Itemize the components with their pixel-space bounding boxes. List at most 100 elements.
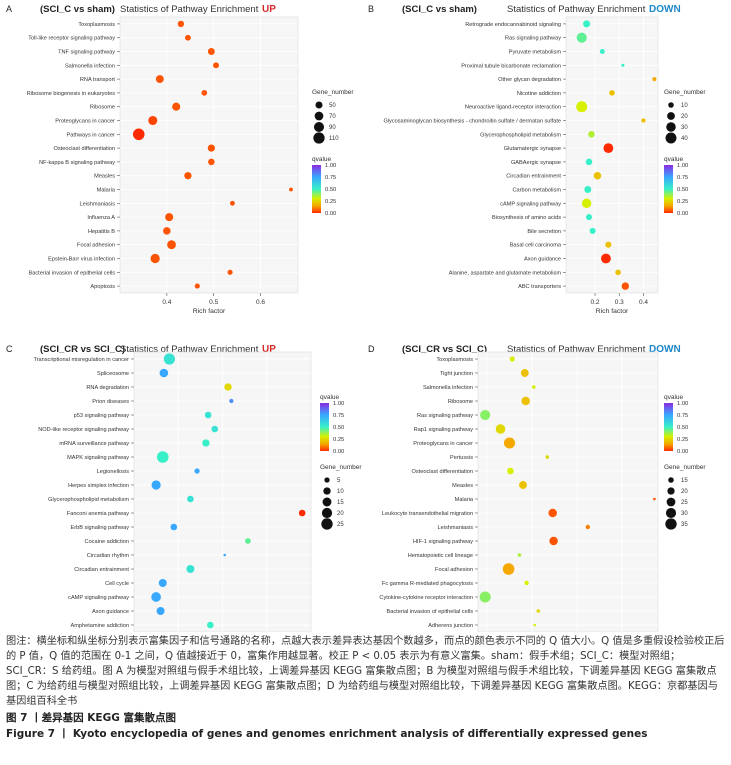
pathway-label: Hematopoietic cell lineage [408, 553, 473, 559]
size-legend-label: 20 [681, 114, 688, 120]
data-point [213, 62, 220, 69]
data-point [621, 63, 625, 67]
data-point [520, 369, 529, 377]
data-point [194, 283, 200, 289]
panel-d: D (SCI_CR vs SCI_C) Statistics of Pathway … [368, 344, 706, 632]
caption-title-en: Figure 7 丨 Kyoto encyclopedia of genes a… [6, 728, 648, 740]
data-point [653, 497, 656, 501]
pathway-label: Ribosome [90, 105, 115, 111]
pathway-label: Leishmaniasis [438, 525, 474, 531]
data-point [589, 227, 596, 234]
qvalue-tick-label: 0.00 [325, 211, 336, 217]
pathway-label: Hepatitis B [88, 229, 115, 235]
pathway-label: Toll-like receptor signaling pathway [28, 36, 115, 42]
size-legend-dot [665, 507, 677, 519]
data-point [605, 241, 612, 248]
x-axis-label: Rich factor [596, 308, 629, 315]
enrichment-figure: A (SCI_C vs sham) Statistics of Pathway En… [6, 4, 706, 632]
data-point [150, 253, 160, 264]
qvalue-tick-label: 1.00 [333, 401, 344, 407]
data-point [641, 118, 646, 123]
pathway-label: Leukocyte transendothelial migration [382, 511, 473, 517]
data-point [156, 451, 169, 463]
qvalue-tick-label: 0.75 [325, 175, 336, 181]
size-legend-title: Gene_number [664, 89, 706, 96]
pathway-label: Measles [452, 483, 473, 489]
qvalue-tick-label: 0.25 [333, 437, 344, 443]
size-legend-label: 50 [329, 103, 336, 109]
data-point [581, 198, 592, 209]
qvalue-legend-title: qvalue [664, 394, 684, 401]
data-point [172, 102, 181, 111]
data-point [524, 580, 529, 586]
data-point [224, 383, 232, 391]
panel-b: B (SCI_C vs sham) Statistics of Pathway En… [368, 4, 706, 315]
pathway-label: Transcriptional misregulation in cancer [33, 357, 129, 363]
size-legend-label: 5 [337, 478, 341, 484]
qvalue-tick-label: 0.25 [677, 437, 688, 443]
size-legend-dot [322, 497, 332, 507]
panel-a: A (SCI_C vs sham) Statistics of Pathway En… [6, 4, 354, 315]
data-point [509, 356, 515, 362]
pathway-label: Glycerophospholipid metabolism [48, 497, 129, 503]
chart-title: Statistics of Pathway Enrichment [120, 4, 259, 15]
chart-title: Statistics of Pathway Enrichment [507, 4, 646, 15]
data-point [201, 90, 208, 96]
data-point [599, 48, 605, 55]
data-point [576, 32, 587, 43]
data-point [227, 269, 233, 275]
data-point [229, 398, 234, 404]
panel-c: C (SCI_CR vs SCI_C)Statistics of Pathway … [6, 344, 362, 632]
data-point [229, 200, 235, 206]
pathway-label: Spliceosome [97, 371, 129, 377]
pathway-label: Retrograde endocannabinoid signaling [465, 22, 561, 28]
pathway-label: TNF signaling pathway [58, 50, 115, 56]
data-point [545, 455, 550, 459]
pathway-label: Measles [94, 174, 115, 180]
comparison-label: (SCI_CR vs SCI_C) [40, 344, 125, 355]
pathway-label: Toxoplasmosis [78, 22, 115, 28]
data-point [480, 409, 491, 421]
data-point [163, 227, 171, 235]
data-point [223, 553, 227, 557]
data-point [585, 524, 591, 530]
pathway-label: Focal adhesion [77, 243, 115, 249]
data-point [289, 187, 293, 192]
pathway-label: Pyruvate metabolism [509, 50, 562, 56]
pathway-label: Rap1 signaling pathway [414, 427, 474, 433]
qvalue-tick-label: 0.75 [677, 175, 688, 181]
size-legend-label: 10 [681, 103, 688, 109]
pathway-label: Leishmaniasis [80, 201, 116, 207]
pathway-label: RNA transport [80, 77, 116, 83]
pathway-label: Toxoplasmosis [436, 357, 473, 363]
plot-area [119, 16, 299, 294]
qvalue-tick-label: 0.50 [325, 187, 336, 193]
direction-label: UP [262, 344, 276, 355]
data-point [548, 508, 557, 518]
pathway-label: Adherens junction [428, 623, 473, 629]
size-legend-dot [321, 507, 333, 519]
size-legend-dot [321, 518, 333, 530]
pathway-label: Epstein-Barr virus infection [48, 257, 115, 263]
pathway-label: Bacterial invasion of epithelial cells [29, 270, 116, 276]
data-point [163, 353, 175, 365]
qvalue-tick-label: 0.25 [325, 199, 336, 205]
qvalue-tick-label: 1.00 [677, 163, 688, 169]
data-point [479, 591, 491, 603]
pathway-label: Ribosome [448, 399, 473, 405]
x-tick-label: 0.5 [209, 299, 218, 306]
data-point [187, 495, 194, 503]
data-point [202, 439, 210, 447]
pathway-label: Legionellosis [97, 469, 130, 475]
data-point [207, 48, 215, 55]
panel-letter: B [368, 4, 374, 14]
data-point [165, 213, 174, 222]
data-point [186, 564, 195, 574]
x-tick-label: 0.6 [256, 299, 265, 306]
pathway-label: cAMP signaling pathway [68, 595, 129, 601]
qvalue-tick-label: 1.00 [325, 163, 336, 169]
x-tick-label: 0.2 [591, 299, 600, 306]
pathway-label: Fanconi anemia pathway [67, 511, 129, 517]
comparison-label: (SCI_CR vs SCI_C) [402, 344, 487, 355]
size-legend-label: 20 [681, 489, 688, 495]
